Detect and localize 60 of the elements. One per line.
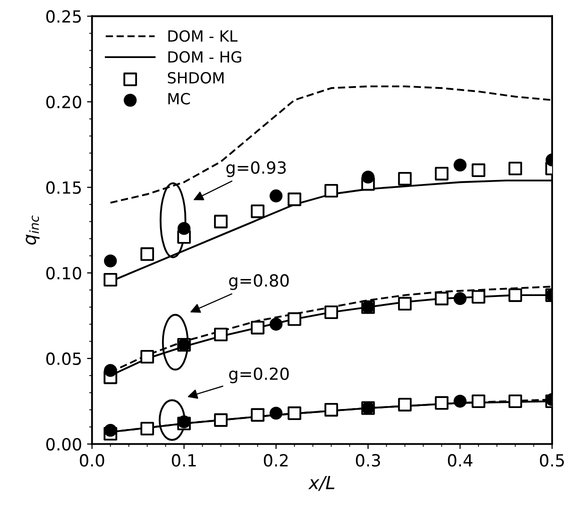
point (250, 204, 264, 218)
point (214, 413, 228, 427)
point (472, 163, 486, 178)
y-tick-label: 0.10 (46, 266, 82, 280)
point (508, 394, 522, 408)
point (508, 162, 522, 176)
annotation: g=0.20 (229, 367, 289, 384)
point (454, 158, 467, 172)
point (454, 292, 467, 306)
x-tick-label: 0.1 (172, 454, 196, 467)
x-tick-label: 0.4 (448, 454, 472, 467)
point (270, 406, 283, 420)
point (104, 364, 117, 377)
point (434, 166, 448, 180)
point (140, 350, 154, 364)
point (214, 328, 228, 342)
point (362, 170, 375, 184)
point (508, 288, 522, 302)
y-tick-label: 0.20 (46, 96, 82, 108)
point (214, 214, 228, 228)
point (104, 272, 118, 287)
x-tick-label: 0.5 (540, 454, 564, 467)
y-tick-label: 0.25 (46, 10, 81, 23)
point (270, 318, 283, 331)
point (324, 184, 338, 198)
y-axis-title: q$_{inc}$ (26, 216, 40, 245)
point (324, 305, 338, 320)
point (250, 320, 264, 334)
point (140, 247, 154, 261)
y-tick-label: 0.05 (46, 352, 81, 366)
legend-label: SHDOM (168, 72, 224, 84)
point (398, 398, 412, 412)
x-tick-label: 0.0 (80, 454, 104, 467)
x-tick-label: 0.2 (264, 454, 288, 467)
point (288, 312, 302, 326)
point (250, 408, 264, 422)
point (104, 254, 117, 268)
x-tick-label: 0.3 (356, 454, 380, 467)
point (472, 394, 486, 408)
y-tick-label: 0.00 (46, 438, 82, 451)
legend-label: DOM - KL (168, 30, 238, 42)
point (270, 189, 283, 202)
point (434, 396, 448, 410)
point (398, 296, 412, 310)
point (434, 292, 448, 306)
point (178, 222, 190, 235)
point (288, 192, 302, 206)
legend-label: MC (168, 92, 190, 104)
x-axis-title: x/L (308, 476, 334, 491)
y-tick-label: 0.15 (46, 181, 81, 194)
point (140, 422, 154, 436)
annotation: g=0.80 (229, 274, 289, 290)
legend-label: DOM - HG (168, 51, 242, 63)
point (104, 424, 117, 437)
point (472, 290, 486, 304)
point (398, 172, 412, 186)
point (454, 394, 467, 408)
point (324, 403, 338, 417)
point (288, 406, 302, 420)
annotation: g=0.93 (226, 161, 286, 178)
